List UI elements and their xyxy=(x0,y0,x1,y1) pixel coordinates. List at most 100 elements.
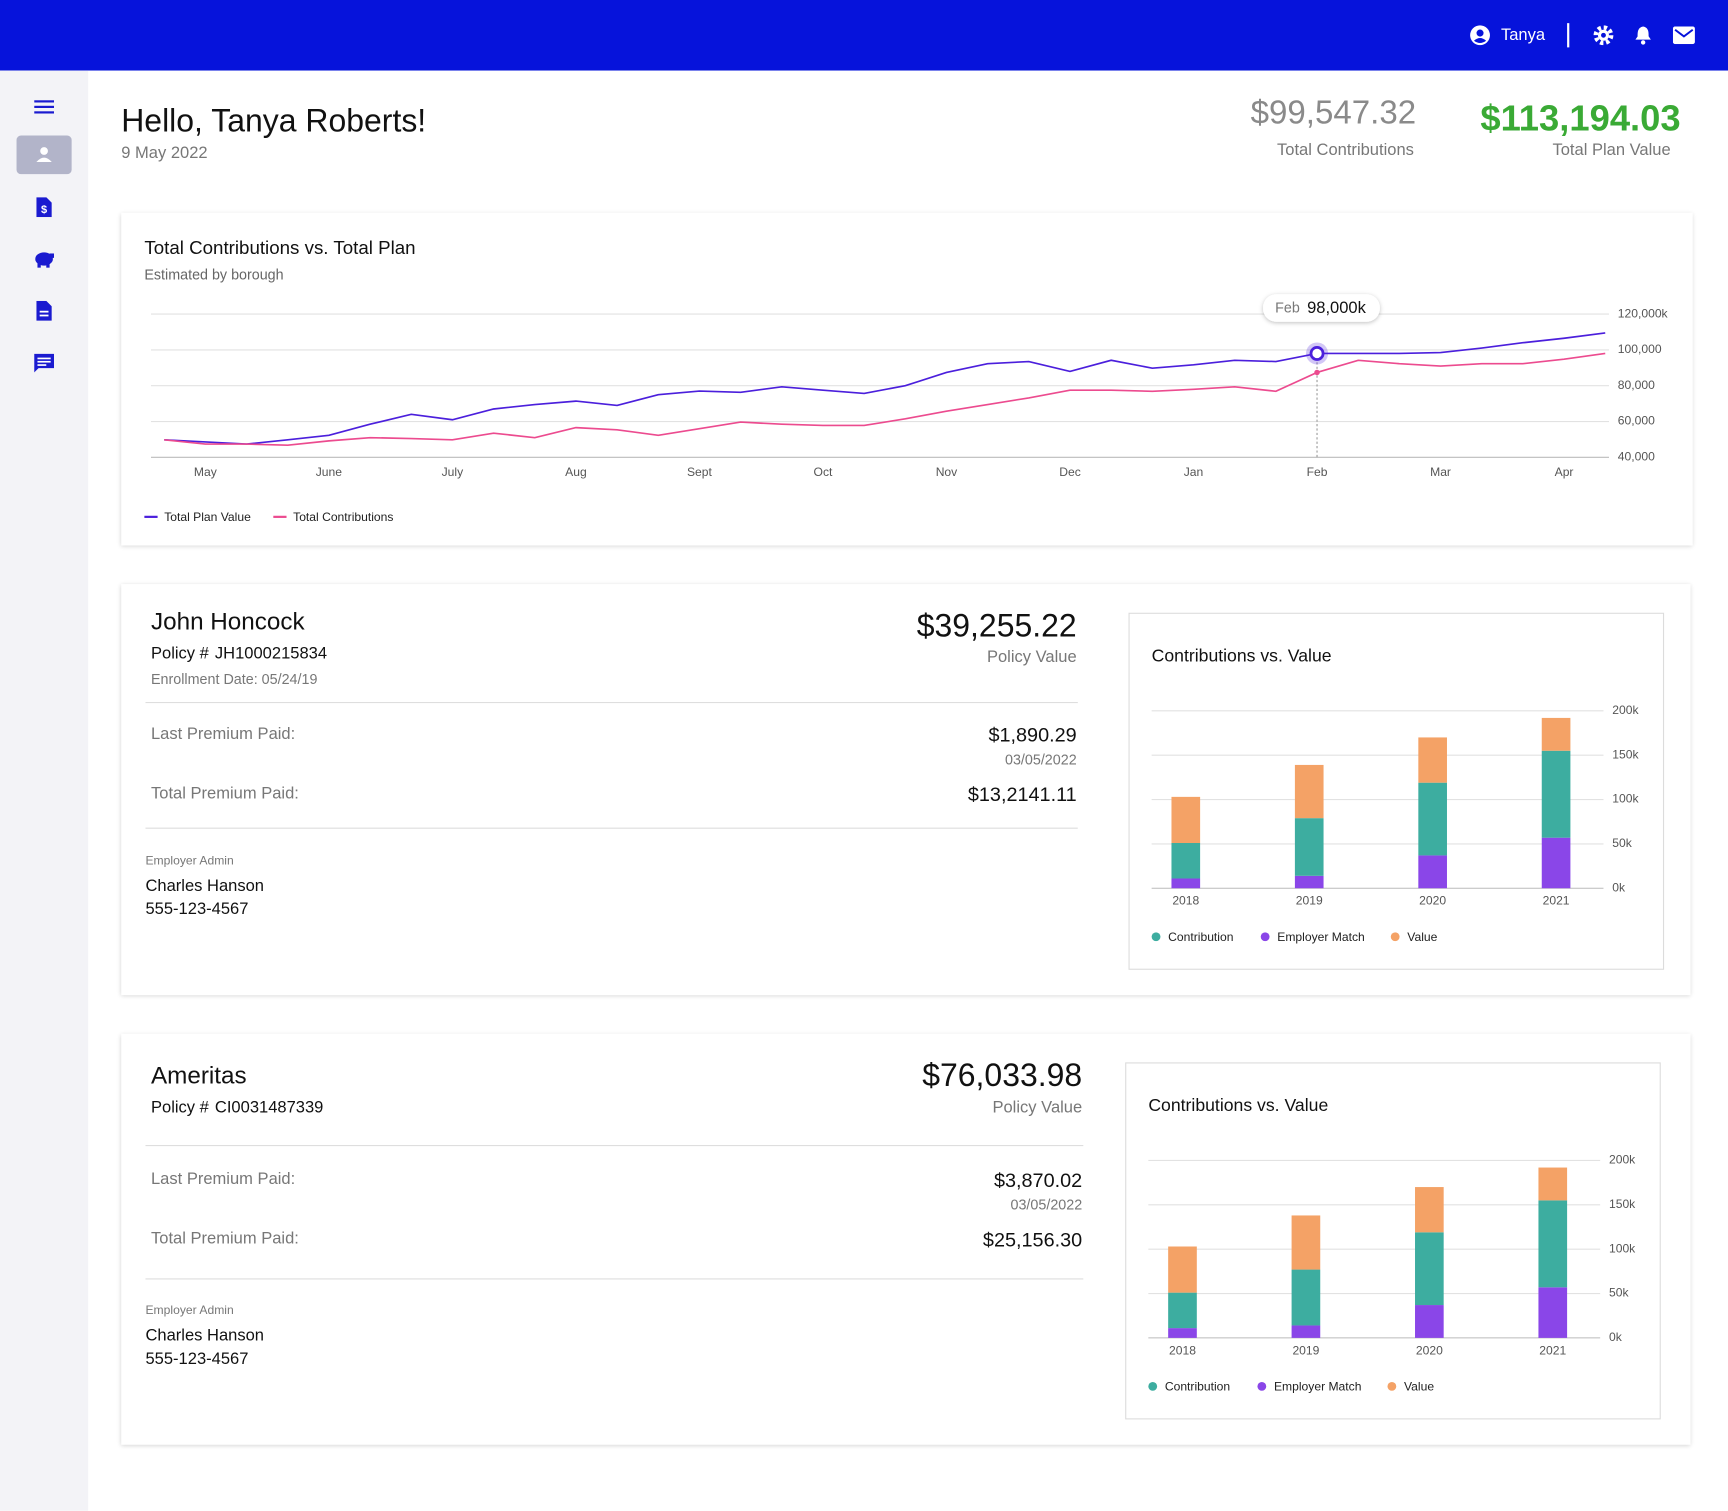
legend-label: Employer Match xyxy=(1274,1380,1362,1394)
bar-segment xyxy=(1541,717,1571,751)
x-tick-label: Mar xyxy=(1430,465,1451,479)
bar-segment xyxy=(1168,1328,1197,1338)
y-tick-label: 0k xyxy=(1612,880,1626,894)
y-tick-label: 100k xyxy=(1609,1241,1636,1255)
bar-segment xyxy=(1171,878,1201,889)
bar-segment xyxy=(1294,875,1324,889)
legend-label: Employer Match xyxy=(1277,930,1365,944)
menu-icon[interactable] xyxy=(34,99,54,114)
x-tick-label: Oct xyxy=(814,465,833,479)
x-tick-label: July xyxy=(442,465,464,479)
line-series xyxy=(164,332,1606,445)
bar-segment xyxy=(1418,737,1447,783)
hover-point xyxy=(1309,346,1325,361)
summary-value: $99,547.32 xyxy=(1250,94,1417,132)
y-tick-label: 100,000 xyxy=(1618,342,1662,356)
y-tick-label: 40,000 xyxy=(1618,450,1655,464)
last-premium-date: 03/05/2022 xyxy=(1004,751,1077,768)
policy-value: $39,255.22 xyxy=(916,608,1077,645)
invoice-icon[interactable]: $ xyxy=(36,197,52,218)
profile-icon[interactable] xyxy=(35,145,53,163)
bar-segment xyxy=(1541,837,1571,889)
document-icon[interactable] xyxy=(36,300,52,321)
bar-segment xyxy=(1415,1187,1444,1233)
y-tick-label: 200k xyxy=(1609,1153,1636,1167)
bar-segment xyxy=(1171,796,1201,844)
x-tick-label: 2021 xyxy=(1539,1343,1566,1357)
mail-icon[interactable] xyxy=(1672,26,1695,45)
last-premium-label: Last Premium Paid: xyxy=(150,1169,296,1189)
policy-value: $76,033.98 xyxy=(922,1058,1083,1094)
x-tick-label: May xyxy=(194,465,218,479)
bar-segment xyxy=(1415,1232,1444,1306)
user-icon[interactable] xyxy=(1469,24,1491,46)
tooltip-value: 98,000k xyxy=(1307,298,1367,317)
x-tick-label: Dec xyxy=(1059,465,1081,479)
policy-value-label: Policy Value xyxy=(986,647,1077,667)
policy-value-label: Policy Value xyxy=(992,1098,1083,1117)
last-premium-label: Last Premium Paid: xyxy=(150,724,296,744)
top-bar xyxy=(0,0,1728,71)
bar-segment xyxy=(1291,1215,1321,1270)
total-premium: $25,156.30 xyxy=(982,1228,1083,1251)
savings-icon[interactable] xyxy=(33,250,55,268)
y-tick-label: 80,000 xyxy=(1618,378,1655,392)
y-tick-label: 60,000 xyxy=(1618,414,1655,428)
x-tick-label: Apr xyxy=(1555,465,1574,479)
y-tick-label: 150k xyxy=(1609,1197,1636,1211)
x-tick-label: Sept xyxy=(687,465,713,479)
date: 9 May 2022 xyxy=(121,143,208,163)
admin-phone: 555-123-4567 xyxy=(145,1349,249,1369)
legend-dot xyxy=(1257,1381,1267,1391)
legend-dot xyxy=(1151,932,1161,942)
legend-label: Total Contributions xyxy=(293,510,393,524)
admin-name: Charles Hanson xyxy=(145,1326,265,1346)
total-premium: $13,2141.11 xyxy=(967,783,1077,806)
notifications-icon[interactable] xyxy=(1633,24,1653,46)
policy-label: Policy # xyxy=(150,644,209,663)
policy-number: JH1000215834 xyxy=(214,644,328,663)
chart-title: Total Contributions vs. Total Plan xyxy=(144,237,415,258)
legend-dot xyxy=(1148,1381,1158,1391)
y-tick-label: 120,000k xyxy=(1618,306,1669,320)
x-tick-label: 2019 xyxy=(1296,894,1323,908)
user-name[interactable]: Tanya xyxy=(1500,25,1546,45)
tooltip xyxy=(1263,294,1380,322)
bar-segment xyxy=(1538,1167,1568,1201)
hover-point xyxy=(1314,369,1320,376)
x-tick-label: June xyxy=(316,465,343,479)
divider xyxy=(145,1278,1084,1280)
total-premium-label: Total Premium Paid: xyxy=(150,784,299,803)
settings-icon[interactable] xyxy=(1592,24,1614,46)
legend-label: Value xyxy=(1407,930,1437,944)
summary-value: $113,194.03 xyxy=(1480,97,1681,139)
message-icon[interactable] xyxy=(34,353,54,374)
chart-title: Contributions vs. Value xyxy=(1148,1095,1328,1115)
legend-label: Value xyxy=(1404,1380,1434,1394)
greeting: Hello, Tanya Roberts! xyxy=(121,104,427,140)
policy-label: Policy # xyxy=(150,1098,209,1117)
total-premium-label: Total Premium Paid: xyxy=(150,1229,299,1249)
bar-segment xyxy=(1168,1246,1197,1293)
legend-label: Contribution xyxy=(1165,1380,1230,1394)
y-tick-label: 0k xyxy=(1609,1330,1623,1344)
x-tick-label: Feb xyxy=(1307,465,1328,479)
chart-title: Contributions vs. Value xyxy=(1152,645,1332,665)
last-premium: $3,870.02 xyxy=(993,1169,1083,1192)
tooltip-category: Feb xyxy=(1275,300,1300,316)
policy-name: Ameritas xyxy=(150,1061,247,1089)
x-tick-label: 2021 xyxy=(1543,894,1570,908)
y-tick-label: 100k xyxy=(1612,792,1639,806)
divider xyxy=(145,1145,1084,1147)
bar-segment xyxy=(1541,750,1571,838)
bar-segment xyxy=(1171,843,1201,879)
y-tick-label: 50k xyxy=(1609,1286,1629,1300)
bar-segment xyxy=(1418,855,1447,889)
admin-phone: 555-123-4567 xyxy=(145,899,249,919)
nav-active[interactable] xyxy=(16,135,72,175)
chart-box xyxy=(1128,612,1665,970)
bar-segment xyxy=(1415,1305,1444,1338)
bar-segment xyxy=(1291,1325,1321,1338)
